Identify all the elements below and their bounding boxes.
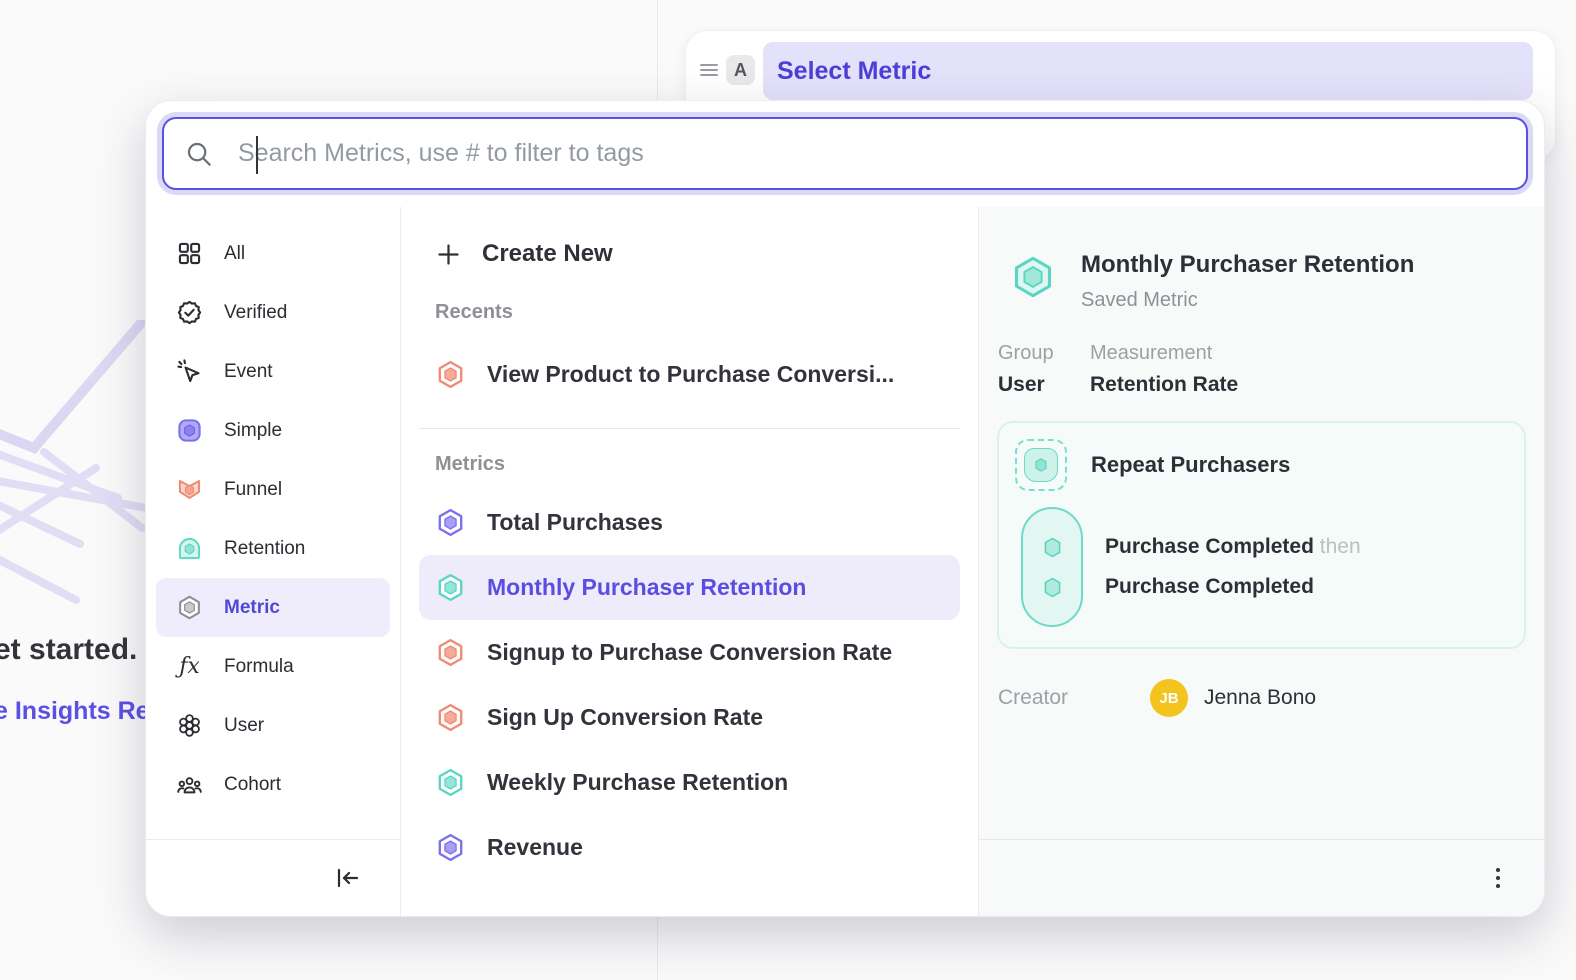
collapse-left-icon	[334, 865, 362, 891]
funnel-metric-icon	[176, 476, 203, 503]
event-cursor-icon	[176, 358, 203, 385]
retention-steps-capsule	[1021, 507, 1083, 627]
cohort-people-icon	[176, 771, 203, 798]
metric-list-item[interactable]: Weekly Purchase Retention	[419, 750, 960, 815]
search-icon	[184, 139, 214, 169]
metric-hexagon-icon	[176, 594, 203, 621]
metric-list-item[interactable]: Sign Up Conversion Rate	[419, 685, 960, 750]
collapse-sidebar-button[interactable]	[334, 865, 362, 891]
formula-fx-icon: ƒx	[176, 654, 203, 679]
drag-handle-icon[interactable]	[700, 64, 718, 76]
creator-name: Jenna Bono	[1204, 686, 1316, 710]
create-new-button[interactable]: Create New	[419, 231, 960, 277]
grid-icon	[176, 240, 203, 267]
list-divider	[419, 428, 960, 429]
background-heading: et started.	[0, 633, 137, 667]
creator-label: Creator	[998, 686, 1150, 710]
sidebar-item-verified[interactable]: Verified	[156, 283, 390, 342]
filter-sidebar: All Verified Event	[146, 207, 401, 916]
more-options-button[interactable]	[1496, 868, 1500, 888]
sidebar-item-all[interactable]: All	[156, 224, 390, 283]
recent-item[interactable]: View Product to Purchase Conversi...	[419, 342, 960, 407]
sidebar-item-metric[interactable]: Metric	[156, 578, 390, 637]
user-cluster-icon	[176, 712, 203, 739]
metric-list-panel: Create New Recents View Product to Purch…	[401, 207, 979, 916]
metric-hexagon-icon-orange	[435, 359, 466, 390]
sidebar-item-retention[interactable]: Retention	[156, 519, 390, 578]
saved-metric-hexagon-icon	[1011, 253, 1055, 301]
metric-picker-modal: All Verified Event	[145, 100, 1545, 917]
metric-detail-panel: Monthly Purchaser Retention Saved Metric…	[979, 207, 1544, 916]
step-hexagon-icon	[1039, 574, 1066, 601]
hexagon-icon	[1031, 455, 1051, 475]
definition-step-2: Purchase Completed	[1105, 575, 1361, 599]
sidebar-item-funnel[interactable]: Funnel	[156, 460, 390, 519]
measurement-cell: Measurement Retention Rate	[1090, 342, 1238, 397]
metric-hexagon-icon-teal	[435, 572, 466, 603]
retention-metric-icon	[176, 535, 203, 562]
search-input[interactable]	[214, 139, 1526, 168]
creator-avatar: JB	[1150, 679, 1188, 717]
kebab-menu-icon	[1496, 868, 1500, 888]
verified-badge-icon	[176, 299, 203, 326]
plus-icon	[435, 241, 462, 268]
section-label-metrics: Metrics	[419, 453, 960, 476]
simple-metric-icon	[176, 417, 203, 444]
sidebar-item-formula[interactable]: ƒx Formula	[156, 637, 390, 696]
select-metric-label: Select Metric	[777, 57, 931, 86]
sidebar-item-event[interactable]: Event	[156, 342, 390, 401]
detail-subtitle: Saved Metric	[1081, 289, 1414, 312]
metric-definition-card: Repeat Purchasers	[997, 421, 1526, 649]
sidebar-item-cohort[interactable]: Cohort	[156, 755, 390, 814]
metric-hexagon-icon-teal	[435, 767, 466, 798]
metric-hexagon-icon-purple	[435, 507, 466, 538]
sidebar-item-simple[interactable]: Simple	[156, 401, 390, 460]
definition-name: Repeat Purchasers	[1091, 452, 1290, 478]
step-hexagon-icon	[1039, 534, 1066, 561]
select-metric-field[interactable]: Select Metric	[763, 42, 1533, 100]
metric-hexagon-icon-orange	[435, 637, 466, 668]
background-insights-link[interactable]: e Insights Re	[0, 697, 150, 726]
group-cell: Group User	[998, 342, 1064, 397]
detail-title: Monthly Purchaser Retention	[1081, 251, 1414, 279]
definition-step-1: Purchase Completed then	[1105, 535, 1361, 559]
search-bar	[146, 101, 1544, 207]
section-label-recents: Recents	[419, 301, 960, 324]
metric-list-item-selected[interactable]: Monthly Purchaser Retention	[419, 555, 960, 620]
text-caret	[256, 136, 258, 174]
background-chart-lines	[0, 320, 150, 630]
metric-list-item[interactable]: Revenue	[419, 815, 960, 880]
retention-definition-icon	[1015, 439, 1067, 491]
metric-list-item[interactable]: Total Purchases	[419, 490, 960, 555]
creator-row: Creator JB Jenna Bono	[997, 679, 1526, 717]
sidebar-item-user[interactable]: User	[156, 696, 390, 755]
series-a-badge: A	[726, 55, 755, 85]
metric-hexagon-icon-orange	[435, 702, 466, 733]
metric-hexagon-icon-purple	[435, 832, 466, 863]
metric-list-item[interactable]: Signup to Purchase Conversion Rate	[419, 620, 960, 685]
